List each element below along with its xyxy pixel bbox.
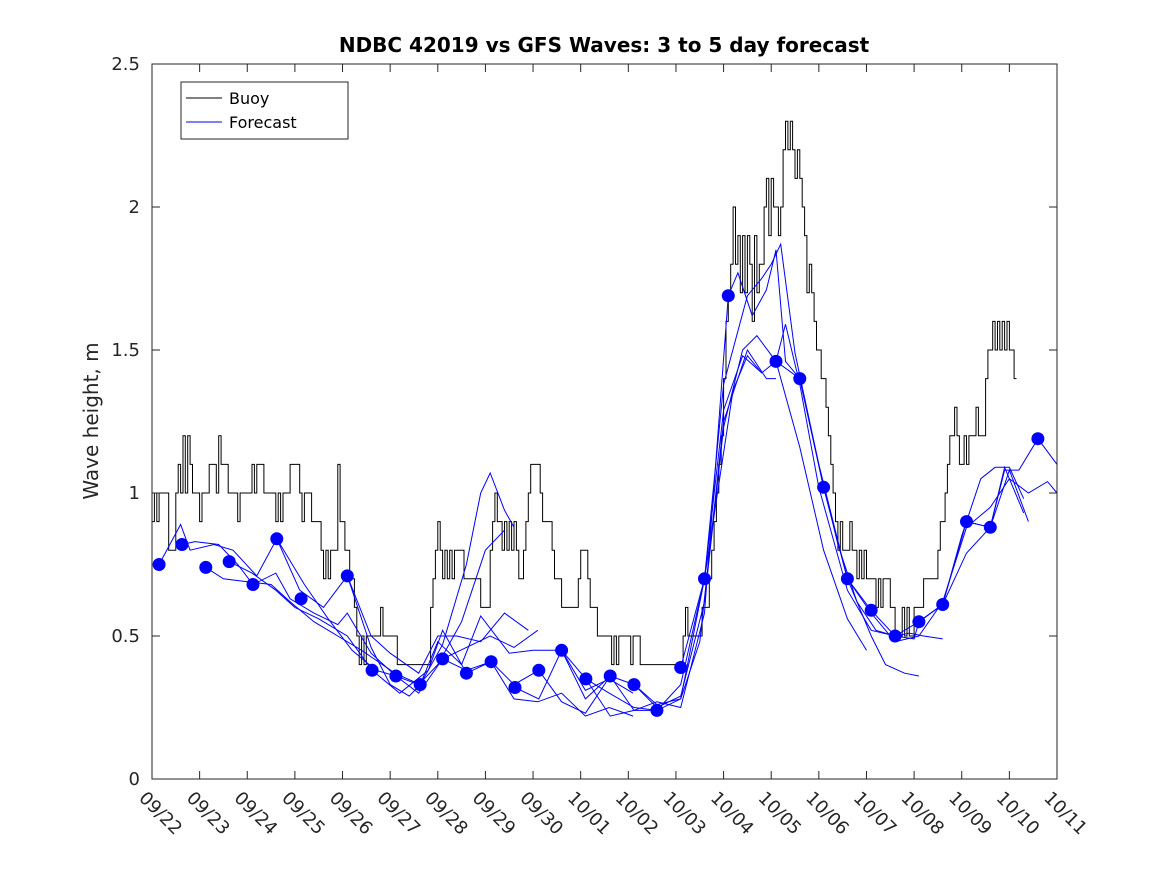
- forecast-line: [228, 561, 634, 717]
- forecast-dot: [888, 629, 902, 643]
- x-tick-label: 09/23: [182, 788, 234, 840]
- forecast-series: [158, 242, 1058, 717]
- forecast-line: [966, 465, 1025, 528]
- forecast-dot: [864, 603, 878, 617]
- forecast-dot: [459, 666, 473, 680]
- forecast-dot: [175, 538, 189, 551]
- forecast-dot: [650, 703, 664, 717]
- x-tick-label: 10/05: [754, 788, 806, 840]
- forecast-line: [918, 466, 1025, 623]
- forecast-dot: [960, 515, 973, 529]
- forecast-dot: [769, 354, 783, 368]
- forecast-dot: [270, 532, 284, 546]
- forecast-dot: [936, 598, 950, 611]
- x-tick-label: 09/26: [325, 788, 377, 840]
- forecast-dots: [152, 289, 1045, 717]
- forecast-line: [775, 324, 943, 640]
- forecast-dot: [674, 661, 688, 674]
- forecast-dot: [983, 520, 997, 534]
- buoy-line: [152, 120, 1017, 666]
- forecast-dot: [484, 655, 498, 669]
- y-axis-label: Wave height, m: [79, 342, 103, 499]
- x-tick-label: 09/28: [420, 788, 472, 840]
- forecast-dot: [508, 681, 522, 694]
- y-tick-label: 1.5: [111, 340, 140, 361]
- x-tick-label: 09/22: [134, 788, 186, 840]
- y-axis: 0 0.5 1 1.5 2 2.5: [111, 54, 1057, 790]
- x-tick-label: 10/03: [658, 788, 710, 840]
- y-tick-label: 2: [129, 197, 140, 218]
- buoy-series: [152, 120, 1017, 666]
- x-tick-label: 09/25: [277, 788, 329, 840]
- forecast-dot: [246, 578, 260, 591]
- forecast-dot: [294, 592, 308, 606]
- forecast-line: [561, 354, 1058, 711]
- forecast-line: [346, 471, 515, 697]
- forecast-dot: [365, 663, 379, 677]
- forecast-dot: [627, 678, 641, 692]
- forecast-dot: [532, 663, 546, 677]
- x-tick-label: 10/02: [611, 788, 663, 840]
- forecast-dot: [389, 669, 403, 683]
- forecast-line: [585, 348, 776, 711]
- forecast-line: [158, 523, 529, 674]
- forecast-line: [680, 354, 763, 668]
- legend: Buoy Forecast: [180, 81, 349, 140]
- forecast-dot: [603, 669, 617, 683]
- x-tick-label: 09/29: [468, 788, 520, 840]
- legend-buoy-label: Buoy: [229, 89, 269, 108]
- x-tick-label: 10/04: [706, 788, 758, 840]
- forecast-dot: [199, 560, 213, 574]
- x-tick-label: 10/07: [849, 788, 901, 840]
- forecast-dot: [912, 615, 926, 629]
- x-tick-label: 09/27: [373, 788, 425, 840]
- legend-forecast-label: Forecast: [229, 113, 297, 132]
- x-tick-label: 10/08: [897, 788, 949, 840]
- forecast-dot: [817, 480, 831, 494]
- x-axis: 09/2209/2309/2409/2509/2609/2709/2809/29…: [134, 64, 1091, 839]
- forecast-dot: [793, 372, 807, 386]
- axes-box: [151, 63, 1058, 780]
- y-tick-label: 2.5: [111, 54, 140, 75]
- x-tick-label: 10/09: [944, 788, 996, 840]
- forecast-dot: [152, 558, 166, 571]
- forecast-dot: [555, 643, 569, 657]
- x-tick-label: 09/30: [516, 788, 568, 840]
- x-tick-label: 09/24: [230, 788, 282, 840]
- forecast-line: [633, 334, 867, 709]
- y-tick-label: 0.5: [111, 626, 140, 647]
- forecast-line: [442, 242, 1058, 714]
- forecast-line: [799, 378, 919, 677]
- legend-box: [180, 81, 349, 140]
- x-tick-label: 10/06: [801, 788, 853, 840]
- forecast-dot: [340, 569, 354, 583]
- forecast-dot: [840, 572, 854, 586]
- forecast-dot: [436, 652, 450, 666]
- forecast-dot: [721, 289, 735, 303]
- forecast-line: [514, 249, 1029, 717]
- y-tick-label: 1: [129, 483, 140, 504]
- plot-area: [152, 120, 1058, 717]
- y-tick-label: 0: [129, 769, 140, 790]
- chart-title: NDBC 42019 vs GFS Waves: 3 to 5 day fore…: [339, 33, 870, 57]
- forecast-dot: [413, 678, 427, 692]
- x-tick-label: 10/10: [992, 788, 1044, 840]
- x-tick-label: 10/01: [563, 788, 615, 840]
- forecast-dot: [222, 555, 236, 569]
- forecast-dot: [579, 672, 593, 686]
- forecast-dot: [1031, 432, 1045, 446]
- forecast-line: [276, 529, 505, 686]
- forecast-dot: [698, 572, 711, 586]
- x-tick-label: 10/11: [1039, 788, 1091, 840]
